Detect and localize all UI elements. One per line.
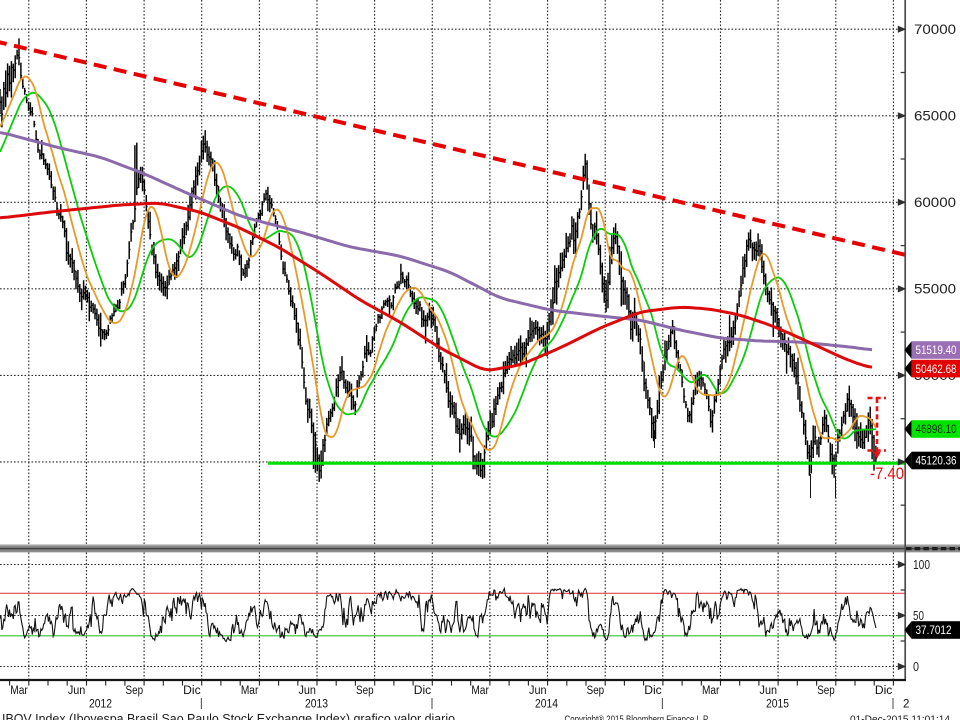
svg-text:70000: 70000 [914,22,956,37]
svg-text:Sep: Sep [356,685,374,697]
svg-text:2: 2 [903,699,909,711]
svg-text:60000: 60000 [914,195,956,210]
svg-text:0: 0 [913,660,919,674]
svg-text:65000: 65000 [914,109,956,124]
svg-text:Jun: Jun [298,685,316,697]
svg-text:55000: 55000 [914,282,956,297]
svg-text:2012: 2012 [89,699,112,711]
svg-text:46898.10: 46898.10 [916,423,957,436]
svg-text:51519.40: 51519.40 [916,344,957,357]
svg-text:2013: 2013 [305,699,328,711]
svg-text:IBOV Index (Ibovespa Brasil Sa: IBOV Index (Ibovespa Brasil Sao Paulo St… [2,712,455,720]
svg-text:Mar: Mar [471,685,489,697]
svg-text:01-Dec-2015 11:01:14: 01-Dec-2015 11:01:14 [850,714,950,720]
svg-text:Dic: Dic [414,685,432,697]
svg-text:Sep: Sep [126,685,144,697]
svg-text:100: 100 [913,558,930,572]
svg-text:Jun: Jun [529,685,547,697]
svg-text:Copyright® 2015 Bloomberg Fina: Copyright® 2015 Bloomberg Finance L.P. [565,714,710,720]
svg-text:Sep: Sep [587,685,605,697]
svg-text:37.7012: 37.7012 [916,624,952,637]
svg-text:Mar: Mar [702,685,720,697]
svg-text:Dic: Dic [644,685,662,697]
svg-text:Dic: Dic [875,685,893,697]
svg-text:Mar: Mar [241,685,259,697]
svg-text:45120.36: 45120.36 [916,455,957,468]
svg-text:50: 50 [913,609,924,623]
svg-text:Jun: Jun [760,685,778,697]
svg-text:2014: 2014 [535,699,559,711]
svg-text:Mar: Mar [10,685,28,697]
svg-text:Sep: Sep [817,685,835,697]
svg-text:Dic: Dic [183,685,201,697]
svg-text:2015: 2015 [766,699,789,711]
svg-text:-7.40: -7.40 [870,465,904,483]
svg-text:Jun: Jun [68,685,86,697]
svg-text:50462.68: 50462.68 [916,363,957,376]
